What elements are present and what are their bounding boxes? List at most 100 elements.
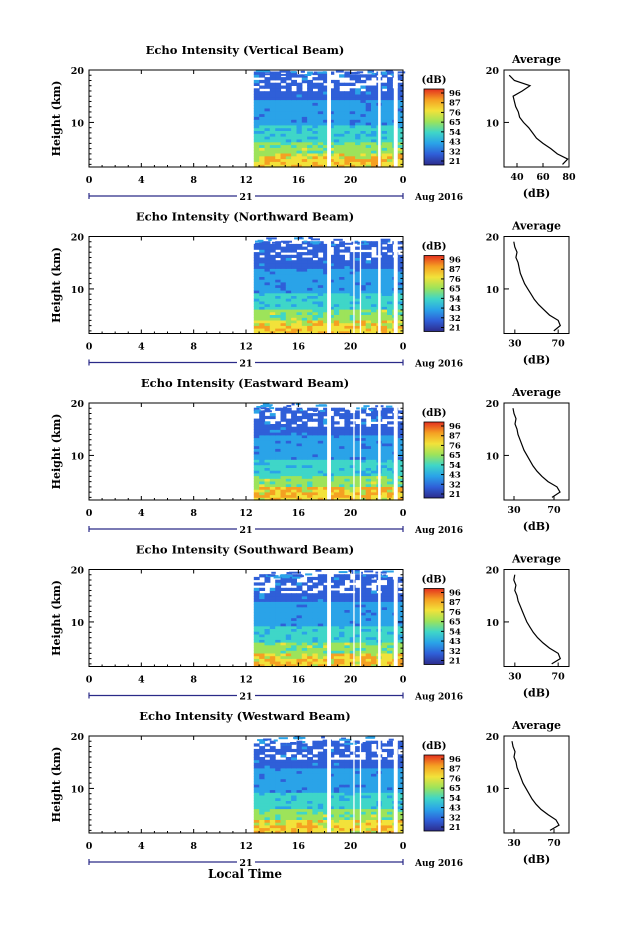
heatmap-cell [360, 144, 367, 148]
heatmap-cell [387, 71, 393, 75]
heatmap-cell [291, 328, 297, 332]
heatmap-cell [280, 827, 287, 831]
heatmap-cell [296, 661, 303, 665]
heatmap-cell [280, 609, 287, 613]
heatmap-cell [264, 153, 271, 157]
heatmap-cell [333, 448, 340, 452]
heatmap-cell [355, 453, 361, 458]
heatmap-cell [328, 303, 335, 307]
heatmap-cell [323, 459, 329, 463]
heatmap-cell [253, 292, 260, 296]
heatmap-cell [275, 453, 282, 458]
colorbar-tick-label: 96 [449, 256, 461, 266]
heatmap-cell [387, 824, 393, 829]
heatmap-cell [253, 631, 260, 635]
heatmap-cell [280, 276, 287, 280]
heatmap-cell [360, 410, 367, 414]
heatmap-cell [323, 658, 329, 662]
heatmap-cell [312, 153, 319, 157]
heatmap-sparse-echo [363, 405, 370, 408]
heatmap-cell [291, 601, 297, 605]
heatmap-cell [349, 776, 356, 780]
heatmap-cell [323, 113, 329, 117]
heatmap-cell [312, 786, 319, 791]
heatmap-cell [365, 301, 372, 305]
heatmap-cell [333, 451, 340, 455]
heatmap-cell [339, 330, 345, 335]
heatmap-cell [253, 252, 260, 256]
heatmap-cell [381, 653, 388, 657]
heatmap-cell [355, 612, 361, 616]
heatmap-cell [264, 246, 271, 250]
heatmap-cell [397, 623, 404, 627]
heatmap-cell [312, 615, 319, 619]
heatmap-cell [296, 136, 303, 140]
heatmap-cell [328, 147, 335, 151]
heatmap-cell [296, 317, 303, 321]
heatmap-cell [291, 273, 297, 277]
heatmap-cell [259, 789, 266, 793]
heatmap-cell [264, 620, 271, 624]
heatmap-cell [285, 309, 292, 313]
heatmap-cell [285, 816, 292, 820]
heatmap-cell [253, 273, 260, 277]
heatmap-cell [333, 426, 340, 430]
heatmap-cell [323, 595, 329, 600]
heatmap-cell [355, 595, 361, 600]
heatmap-cell [360, 644, 367, 648]
heatmap-cell [323, 407, 329, 411]
heatmap-cell [280, 595, 287, 600]
heatmap-cell [397, 257, 404, 261]
heatmap-cell [317, 445, 324, 449]
heatmap-cell [296, 314, 303, 318]
heatmap-cell [360, 819, 367, 823]
heatmap-cell [365, 161, 372, 165]
heatmap-cell [264, 470, 271, 474]
heatmap-cell [301, 273, 308, 277]
heatmap-cell [307, 748, 313, 753]
heatmap-cell [360, 79, 367, 84]
heatmap-cell [285, 634, 292, 638]
heatmap-cell [259, 421, 266, 425]
heatmap-cell [317, 301, 324, 305]
heatmap-cell [355, 164, 361, 168]
heatmap-cell [301, 639, 308, 643]
heatmap-cell [328, 105, 335, 109]
heatmap-cell [381, 110, 388, 115]
heatmap-cell [253, 800, 260, 804]
heatmap-cell [307, 432, 313, 436]
heatmap-cell [339, 311, 345, 315]
heatmap-cell [253, 276, 260, 280]
heatmap-cell [269, 429, 276, 433]
heatmap-cell [253, 268, 260, 272]
heatmap-sparse-echo [262, 410, 272, 413]
heatmap-cell [264, 805, 271, 810]
heatmap-cell [269, 778, 276, 782]
heatmap-cell [371, 108, 377, 112]
heatmap-cell [259, 453, 266, 458]
heatmap-cell [360, 475, 367, 479]
x-tick-label: 0 [86, 175, 93, 186]
heatmap-cell [317, 116, 324, 120]
heatmap-cell [365, 470, 372, 474]
heatmap-cell [285, 639, 292, 643]
heatmap-cell [285, 593, 292, 597]
heatmap-cell [371, 623, 377, 627]
heatmap-cell [387, 113, 393, 117]
heatmap-cell [349, 620, 356, 624]
heatmap-cell [355, 615, 361, 619]
heatmap-cell [333, 421, 340, 425]
heatmap-cell [264, 96, 271, 101]
x-tick-label: 4 [138, 342, 145, 353]
heatmap-cell [259, 803, 266, 807]
heatmap-cell [275, 130, 282, 134]
heatmap-cell [328, 606, 335, 610]
heatmap-cell [296, 141, 303, 146]
heatmap-cell [360, 792, 367, 796]
heatmap-cell [291, 604, 297, 608]
heatmap-cell [275, 456, 282, 460]
heatmap-cell [344, 268, 351, 272]
heatmap-cell [360, 587, 367, 591]
heatmap-cell [291, 147, 297, 151]
heatmap-cell [317, 634, 324, 638]
